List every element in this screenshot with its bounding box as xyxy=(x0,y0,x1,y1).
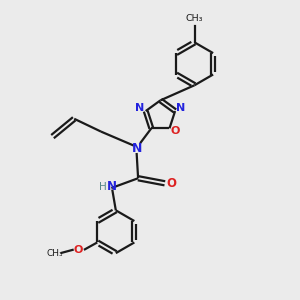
Text: CH₃: CH₃ xyxy=(186,14,203,22)
Text: N: N xyxy=(107,180,117,193)
Text: O: O xyxy=(73,245,83,255)
Text: N: N xyxy=(176,103,186,113)
Text: N: N xyxy=(135,103,144,113)
Text: H: H xyxy=(99,182,107,192)
Text: CH₃: CH₃ xyxy=(46,249,63,258)
Text: O: O xyxy=(167,177,176,190)
Text: O: O xyxy=(171,126,180,136)
Text: N: N xyxy=(131,142,142,155)
